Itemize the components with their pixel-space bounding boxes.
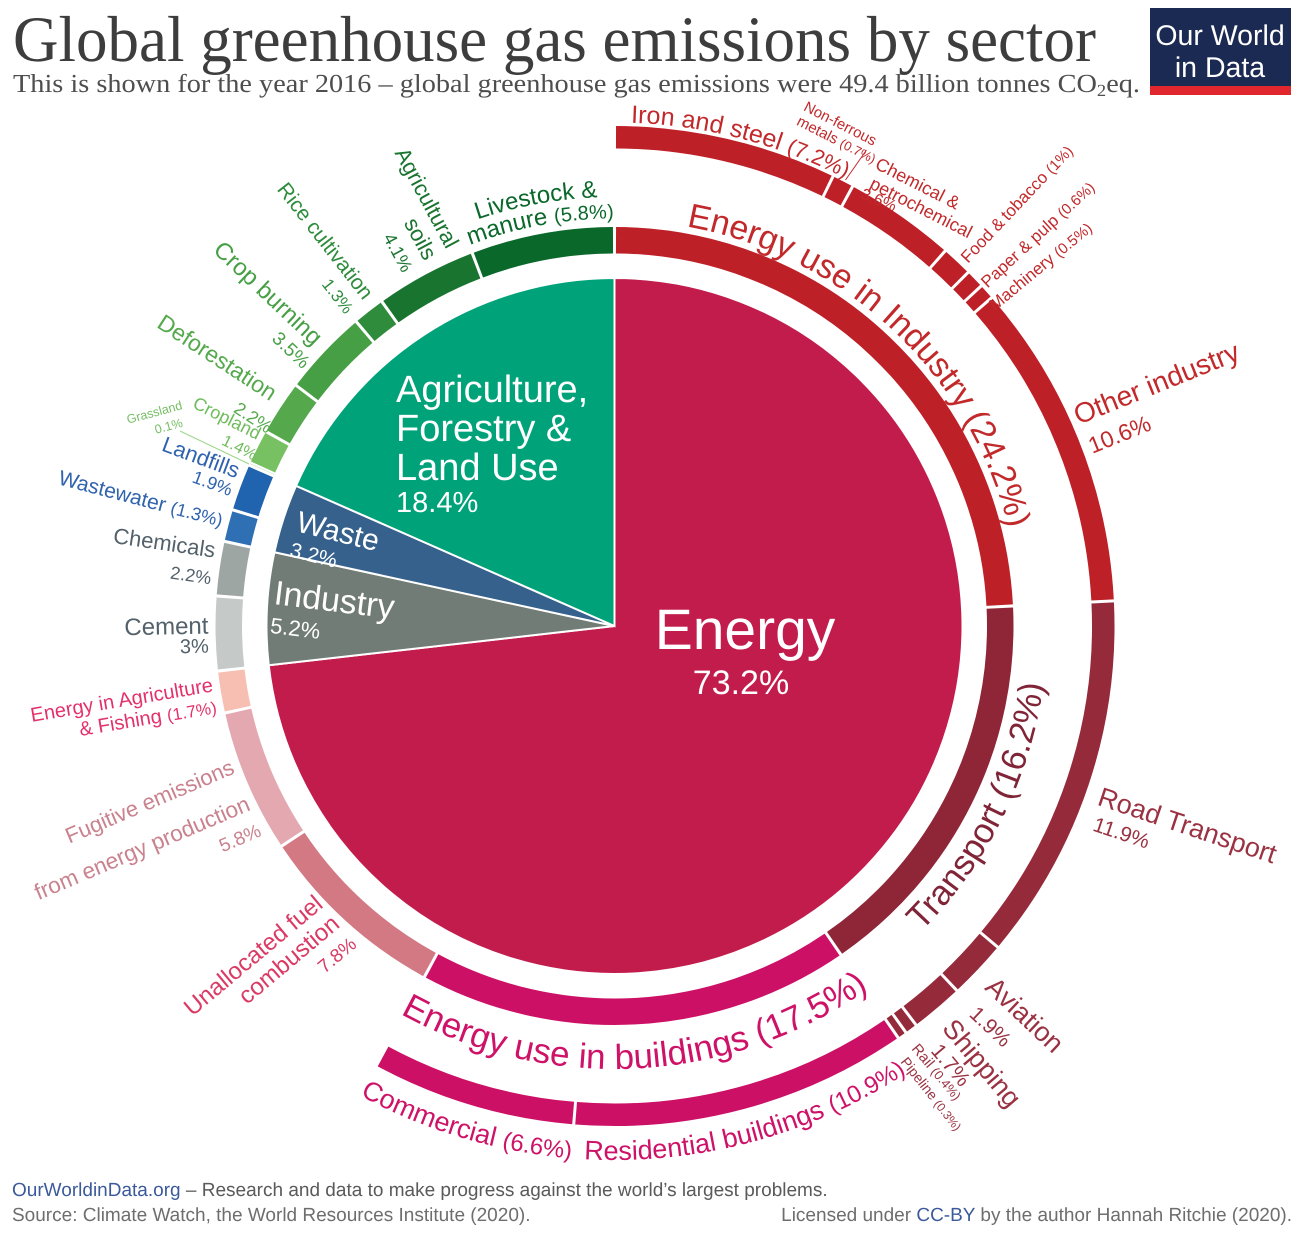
svg-text:5.2%: 5.2% xyxy=(269,613,322,644)
svg-text:3%: 3% xyxy=(180,636,210,659)
svg-text:Forestry &: Forestry & xyxy=(396,408,571,450)
svg-text:Licensed under CC-BY by the au: Licensed under CC-BY by the author Hanna… xyxy=(781,1205,1292,1226)
svg-text:Global greenhouse gas emission: Global greenhouse gas emissions by secto… xyxy=(13,4,1096,76)
svg-text:Source: Climate Watch, the Wor: Source: Climate Watch, the World Resourc… xyxy=(12,1205,531,1226)
svg-text:in Data: in Data xyxy=(1175,52,1265,84)
svg-text:OurWorldinData.org – Research: OurWorldinData.org – Research and data t… xyxy=(12,1180,828,1201)
svg-text:18.4%: 18.4% xyxy=(396,487,478,519)
svg-text:Agriculture,: Agriculture, xyxy=(396,369,588,411)
svg-text:Cement: Cement xyxy=(124,613,209,642)
svg-text:This is shown for the year 201: This is shown for the year 2016 – global… xyxy=(13,69,1140,100)
svg-text:Land Use: Land Use xyxy=(396,447,559,489)
svg-text:73.2%: 73.2% xyxy=(693,664,789,702)
svg-text:Our World: Our World xyxy=(1155,20,1284,52)
svg-text:Energy: Energy xyxy=(655,598,836,662)
